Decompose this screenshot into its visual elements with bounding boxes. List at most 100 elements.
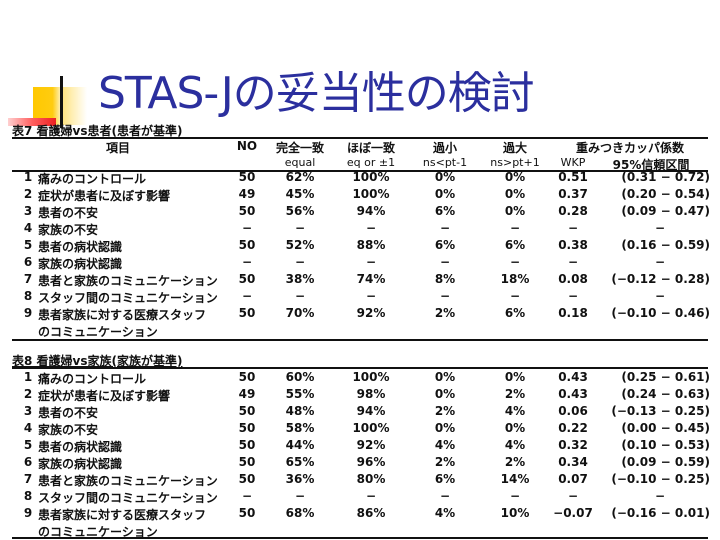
count-no: 50 <box>238 438 256 452</box>
table7-top-rule <box>12 137 708 139</box>
equal-percent: 52% <box>285 238 315 252</box>
approx-percent: 96% <box>356 455 386 469</box>
subheader-ci: 95%信頼区間 <box>612 158 690 172</box>
item-label: 患者家族に対する医療スタッフ <box>38 508 207 522</box>
wkp-value: − <box>567 489 579 503</box>
confidence-interval: − <box>654 289 666 303</box>
wkp-value: 0.51 <box>558 170 588 184</box>
approx-percent: 86% <box>356 506 386 520</box>
header-item: 項目 <box>105 141 130 155</box>
table7-header-row: 項目 NO 完全一致 ほぼ一致 過小 過大 重みつきカッパ係数 <box>0 139 720 156</box>
under-percent: 2% <box>434 404 456 418</box>
under-percent: 2% <box>434 455 456 469</box>
row-number: 7 <box>23 272 33 286</box>
equal-percent: 36% <box>285 472 315 486</box>
confidence-interval: (0.09 − 0.47) <box>621 204 710 218</box>
approx-percent: 92% <box>356 306 386 320</box>
confidence-interval: (−0.10 − 0.25) <box>611 472 710 486</box>
table-row: 2 症状が患者に及ぼす影響 49 45% 100% 0% 0% 0.37 (0.20 − 0.5… <box>0 187 720 204</box>
under-percent: 0% <box>434 370 456 384</box>
row-number: 6 <box>23 455 33 469</box>
row-number: 1 <box>23 170 33 184</box>
confidence-interval: − <box>654 489 666 503</box>
item-label: 患者の不安 <box>38 406 99 420</box>
confidence-interval: (−0.12 − 0.28) <box>611 272 710 286</box>
over-percent: 0% <box>504 204 526 218</box>
over-percent: 0% <box>504 370 526 384</box>
wkp-value: 0.38 <box>558 238 588 252</box>
approx-percent: 98% <box>356 387 386 401</box>
table-row: 6 家族の病状認識 − − − − − − − <box>0 255 720 272</box>
subheader-under: ns<pt-1 <box>422 156 468 169</box>
wkp-value: 0.43 <box>558 370 588 384</box>
under-percent: 4% <box>434 438 456 452</box>
wkp-value: 0.22 <box>558 421 588 435</box>
count-no: 50 <box>238 472 256 486</box>
table-row: 4 家族の不安 − − − − − − − <box>0 221 720 238</box>
table7-bottom-rule <box>12 339 708 341</box>
over-percent: 2% <box>504 455 526 469</box>
row-number: 7 <box>23 472 33 486</box>
count-no: 49 <box>238 387 256 401</box>
table-row: 7 患者と家族のコミュニケーション 50 36% 80% 6% 14% 0.07 (−0.10 … <box>0 472 720 489</box>
under-percent: − <box>439 489 451 503</box>
wkp-value: 0.06 <box>558 404 588 418</box>
subheader-approx: eq or ±1 <box>346 156 396 169</box>
row-number: 2 <box>23 387 33 401</box>
confidence-interval: − <box>654 255 666 269</box>
approx-percent: − <box>365 489 377 503</box>
approx-percent: 100% <box>352 187 390 201</box>
header-under: 過小 <box>432 141 457 155</box>
over-percent: − <box>509 221 521 235</box>
confidence-interval: (0.24 − 0.63) <box>621 387 710 401</box>
table-row: 4 家族の不安 50 58% 100% 0% 0% 0.22 (0.00 − 0.45) <box>0 421 720 438</box>
confidence-interval: (0.16 − 0.59) <box>621 238 710 252</box>
item-label: 患者の病状認識 <box>38 440 123 454</box>
equal-percent: − <box>294 221 306 235</box>
confidence-interval: (0.09 − 0.59) <box>621 455 710 469</box>
approx-percent: − <box>365 255 377 269</box>
equal-percent: 45% <box>285 187 315 201</box>
wkp-value: 0.43 <box>558 387 588 401</box>
under-percent: 4% <box>434 506 456 520</box>
table8-bottom-rule <box>12 537 708 539</box>
confidence-interval: (0.31 − 0.72) <box>621 170 710 184</box>
under-percent: 0% <box>434 421 456 435</box>
over-percent: 2% <box>504 387 526 401</box>
confidence-interval: (−0.13 − 0.25) <box>611 404 710 418</box>
under-percent: − <box>439 221 451 235</box>
equal-percent: − <box>294 255 306 269</box>
wkp-value: − <box>567 255 579 269</box>
under-percent: 0% <box>434 187 456 201</box>
item-label: スタッフ間のコミュニケーション <box>38 291 218 305</box>
decorative-yellow-fade <box>61 87 87 125</box>
row-number: 2 <box>23 187 33 201</box>
count-no: 50 <box>238 455 256 469</box>
confidence-interval: (0.00 − 0.45) <box>621 421 710 435</box>
equal-percent: 44% <box>285 438 315 452</box>
table-row: 1 痛みのコントロール 50 60% 100% 0% 0% 0.43 (0.25 − 0.61) <box>0 370 720 387</box>
table-row: 7 患者と家族のコミュニケーション 50 38% 74% 8% 18% 0.08 (−0.12 … <box>0 272 720 289</box>
equal-percent: 68% <box>285 506 315 520</box>
row-number: 5 <box>23 238 33 252</box>
over-percent: 0% <box>504 421 526 435</box>
wkp-value: − <box>567 221 579 235</box>
item-label: 症状が患者に及ぼす影響 <box>38 189 171 203</box>
table-row: 9 患者家族に対する医療スタッフ 50 70% 92% 2% 6% 0.18 (−0.10 − … <box>0 306 720 323</box>
subheader-equal: equal <box>284 156 316 169</box>
count-no: − <box>241 221 253 235</box>
approx-percent: 80% <box>356 472 386 486</box>
slide-title: STAS-Jの妥当性の検討 <box>98 68 535 119</box>
wkp-value: 0.28 <box>558 204 588 218</box>
item-label-continuation: のコミュニケーション <box>38 325 158 339</box>
item-label: 家族の不安 <box>38 223 99 237</box>
item-label: 家族の病状認識 <box>38 457 123 471</box>
decorative-red-bar <box>8 118 56 126</box>
table-row: 1 痛みのコントロール 50 62% 100% 0% 0% 0.51 (0.31 − 0.72) <box>0 170 720 187</box>
count-no: − <box>241 489 253 503</box>
item-label: 家族の不安 <box>38 423 99 437</box>
equal-percent: 55% <box>285 387 315 401</box>
row-number: 9 <box>23 306 33 320</box>
under-percent: 6% <box>434 472 456 486</box>
over-percent: 6% <box>504 306 526 320</box>
